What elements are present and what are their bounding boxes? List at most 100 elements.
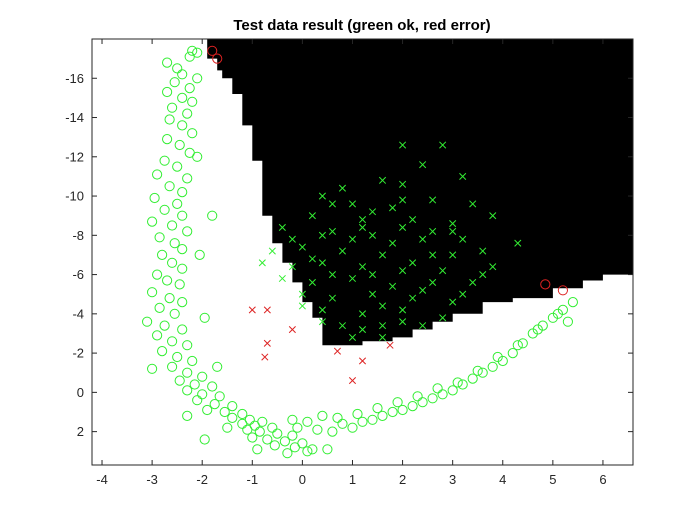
cross-marker-1-74 [479, 271, 487, 279]
cross-marker-1-63 [308, 255, 316, 263]
circle-marker-0-127 [332, 412, 343, 423]
cross-marker-1-45 [409, 294, 417, 302]
cross-marker-1-40 [429, 278, 437, 286]
y-tick-label-7: -2 [72, 346, 84, 361]
circle-marker-0-140 [194, 249, 205, 260]
circle-marker-0-21 [172, 161, 183, 172]
cross-marker-1-47 [318, 306, 326, 314]
circle-marker-0-64 [182, 385, 193, 396]
circle-marker-0-136 [512, 340, 523, 351]
cross-marker-1-5 [378, 176, 387, 184]
circle-marker-0-80 [267, 422, 278, 433]
circle-marker-0-141 [199, 312, 210, 323]
circle-marker-0-88 [279, 436, 290, 447]
circle-marker-0-43 [147, 287, 158, 298]
circle-marker-0-5 [177, 69, 188, 80]
circle-marker-0-109 [427, 393, 438, 404]
circle-marker-0-9 [162, 86, 173, 98]
circle-marker-0-2 [184, 51, 195, 62]
circle-marker-0-103 [367, 414, 378, 425]
cross-marker-1-14 [409, 216, 417, 224]
cross-marker-1-78 [318, 231, 326, 239]
circle-marker-0-0 [187, 45, 198, 56]
circle-marker-0-101 [347, 422, 358, 433]
circle-marker-0-138 [552, 308, 564, 319]
cross-marker-1-73 [318, 318, 326, 326]
cross-marker-1-11 [469, 200, 477, 208]
cross-marker-1-0 [399, 141, 407, 149]
circle-marker-0-14 [164, 114, 175, 125]
circle-marker-2-2 [540, 279, 551, 290]
cross-marker-1-21 [459, 235, 467, 243]
circle-marker-0-110 [437, 389, 448, 400]
cross-marker-1-61 [389, 239, 397, 247]
circle-marker-0-20 [159, 155, 170, 166]
cross-marker-1-79 [288, 235, 296, 243]
circle-marker-0-105 [387, 406, 398, 418]
circle-marker-0-92 [307, 444, 318, 455]
cross-marker-1-12 [308, 212, 316, 220]
x-tick-label-1: -3 [146, 472, 158, 487]
circle-marker-0-125 [302, 416, 313, 427]
cross-marker-1-46 [449, 298, 457, 306]
circle-marker-0-131 [412, 391, 423, 402]
cross-marker-1-44 [368, 290, 377, 298]
circle-marker-0-123 [567, 297, 579, 308]
circle-marker-0-29 [177, 210, 188, 221]
cross-marker-1-57 [328, 200, 336, 208]
cross-marker-3-2 [263, 339, 271, 347]
cross-marker-1-33 [399, 267, 407, 275]
circle-marker-0-115 [487, 361, 498, 372]
circle-marker-0-118 [517, 338, 528, 349]
circle-marker-0-4 [172, 63, 183, 74]
circle-marker-0-13 [182, 108, 193, 119]
circle-marker-0-50 [177, 324, 188, 335]
cross-marker-1-16 [489, 212, 497, 220]
circle-marker-0-56 [187, 355, 198, 367]
circle-marker-0-15 [177, 120, 188, 131]
cross-marker-1-22 [514, 239, 522, 247]
circle-marker-2-1 [212, 53, 223, 64]
cross-marker-1-29 [258, 259, 266, 267]
circle-marker-0-91 [289, 442, 300, 453]
circle-marker-0-137 [532, 324, 543, 335]
cross-marker-1-17 [278, 223, 286, 232]
circle-marker-0-104 [377, 410, 388, 421]
circle-marker-0-52 [167, 336, 178, 347]
cross-marker-1-1 [439, 141, 447, 149]
cross-marker-1-2 [419, 161, 427, 169]
plot-area: -4 -3 -2 -1 0 1 2 3 4 5 6-16-14-12-10-8-6-4-202 [65, 38, 634, 487]
cross-marker-3-7 [386, 341, 394, 349]
cross-marker-1-26 [378, 251, 387, 259]
circle-marker-0-41 [162, 275, 173, 286]
cross-marker-1-75 [449, 227, 457, 235]
cross-marker-1-37 [308, 278, 316, 286]
cross-marker-3-3 [261, 353, 269, 361]
circle-marker-0-18 [174, 139, 185, 151]
circle-marker-0-106 [397, 404, 408, 416]
circle-marker-0-97 [292, 422, 303, 433]
x-tick-label-4: 0 [299, 472, 306, 487]
circle-marker-0-83 [272, 428, 283, 439]
y-tick-label-3: -10 [65, 189, 84, 204]
cross-marker-1-76 [399, 223, 407, 232]
circle-marker-0-48 [142, 316, 153, 327]
circle-marker-0-30 [207, 210, 218, 221]
circle-marker-0-134 [472, 365, 483, 376]
circle-marker-0-27 [172, 198, 183, 209]
circle-marker-0-32 [167, 220, 178, 231]
y-tick-label-0: -16 [65, 71, 84, 86]
cross-marker-1-66 [368, 271, 377, 279]
circle-marker-0-36 [177, 244, 188, 255]
circle-marker-0-59 [182, 367, 193, 378]
circle-marker-0-61 [174, 375, 185, 386]
circle-marker-0-53 [182, 340, 193, 351]
circle-marker-0-25 [177, 187, 188, 198]
cross-marker-3-8 [348, 377, 357, 385]
circle-marker-0-17 [162, 134, 173, 145]
circle-marker-0-116 [497, 355, 508, 367]
circle-marker-0-129 [372, 403, 383, 414]
circle-marker-0-6 [192, 73, 203, 84]
